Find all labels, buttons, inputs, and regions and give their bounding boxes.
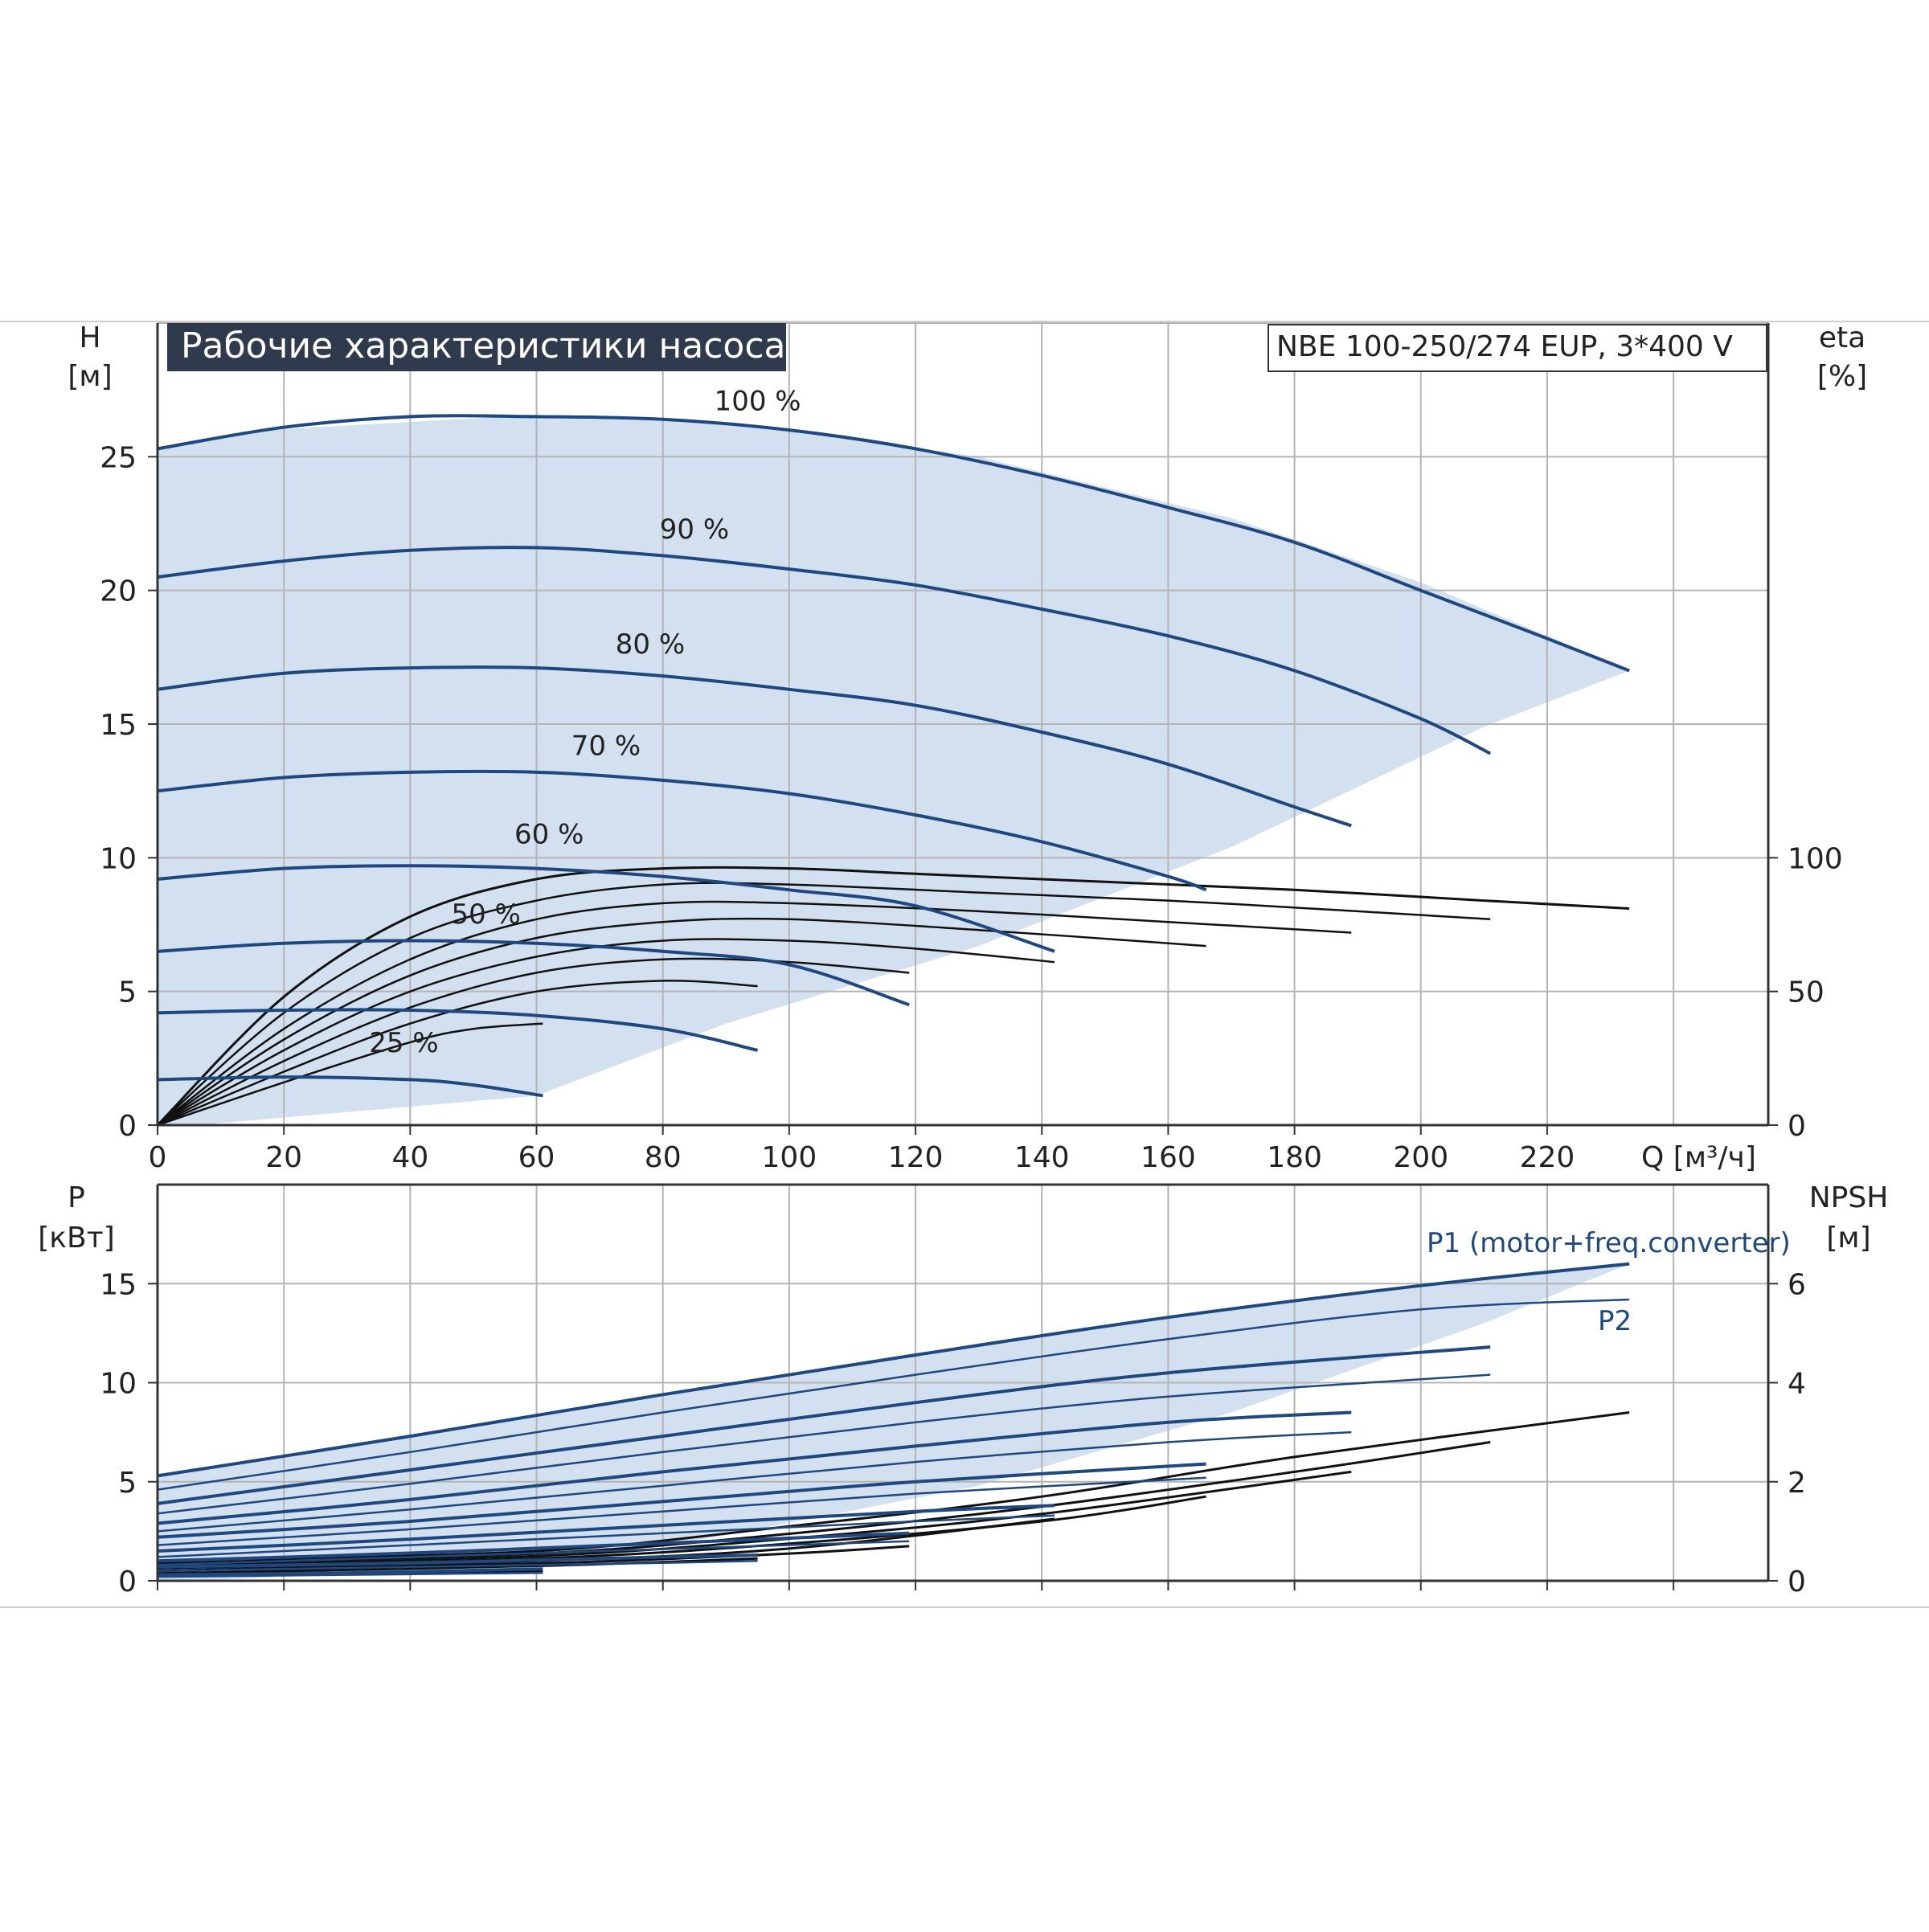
chart-title: Рабочие характеристики насоса bbox=[181, 325, 785, 366]
p-label: P bbox=[68, 1181, 85, 1214]
x-tick-label: 100 bbox=[762, 1141, 817, 1174]
y-right-tick-label: 50 bbox=[1788, 976, 1825, 1009]
y-right-tick-label: 0 bbox=[1788, 1110, 1806, 1143]
p1-curve bbox=[157, 1531, 910, 1563]
top-panel-axes: 0 20 40 60 80 100 120 140 160 180 200 220 0 5 10 15 20 25… bbox=[100, 323, 1843, 1174]
x-tick-label: 140 bbox=[1014, 1141, 1070, 1174]
x-tick-label: 40 bbox=[391, 1141, 428, 1174]
y-left-tick-label: 10 bbox=[100, 842, 137, 875]
p2-curve bbox=[157, 1431, 1352, 1533]
x-tick-label: 60 bbox=[518, 1141, 555, 1174]
top-operating-range-fill bbox=[158, 416, 1630, 1125]
chart-title-box bbox=[167, 323, 786, 371]
head-curve bbox=[157, 665, 1352, 828]
head-curve-label: 25 % bbox=[369, 1027, 438, 1059]
eta-curve bbox=[156, 866, 1630, 1127]
bottom-operating-range-fill bbox=[158, 1263, 1630, 1581]
y-left-tick-label: 15 bbox=[100, 709, 137, 742]
model-label: NBE 100-250/274 EUP, 3*400 V bbox=[1276, 330, 1733, 363]
y-right-tick-label: 100 bbox=[1788, 842, 1843, 875]
x-tick-label: 180 bbox=[1267, 1141, 1322, 1174]
eta-curve bbox=[157, 1022, 543, 1127]
x-tick-label: 0 bbox=[149, 1141, 167, 1174]
head-curve-label: 80 % bbox=[616, 628, 685, 661]
p1-curve bbox=[157, 1553, 758, 1569]
p1-curve bbox=[157, 1567, 543, 1577]
head-curve-label: 60 % bbox=[514, 818, 584, 850]
npsh-tick-label: 0 bbox=[1788, 1566, 1806, 1598]
eta-curve bbox=[157, 980, 758, 1127]
p-tick-label: 15 bbox=[100, 1268, 137, 1301]
y-right-unit: [%] bbox=[1817, 360, 1867, 393]
p1-curve bbox=[157, 1462, 1206, 1539]
p-tick-label: 5 bbox=[118, 1467, 137, 1500]
p1-curve bbox=[157, 1410, 1352, 1525]
head-curve bbox=[157, 1008, 759, 1052]
y-left-label: H bbox=[79, 321, 100, 354]
eta-curve bbox=[157, 957, 910, 1127]
y-left-tick-label: 5 bbox=[118, 976, 137, 1009]
y-left-tick-label: 0 bbox=[118, 1110, 137, 1143]
x-tick-label: 20 bbox=[265, 1141, 302, 1174]
p2-curve bbox=[157, 1540, 910, 1566]
p-tick-label: 0 bbox=[118, 1566, 137, 1598]
p2-curve bbox=[157, 1298, 1630, 1491]
npsh-tick-label: 2 bbox=[1788, 1467, 1806, 1500]
p2-curve bbox=[157, 1373, 1491, 1515]
head-curve bbox=[157, 1075, 543, 1098]
npsh-unit: [м] bbox=[1826, 1222, 1870, 1255]
x-tick-label: 220 bbox=[1520, 1141, 1575, 1174]
bottom-panel-axes: 0 5 10 15 0 2 4 6 bbox=[100, 1183, 1806, 1598]
p2-curve bbox=[157, 1560, 758, 1572]
head-curve-label: 100 % bbox=[715, 385, 801, 417]
head-curve-label: 90 % bbox=[660, 514, 729, 546]
p2-curve bbox=[157, 1571, 543, 1578]
npsh-label: NPSH bbox=[1809, 1181, 1889, 1214]
p2-label: P2 bbox=[1598, 1305, 1632, 1337]
y-left-tick-label: 20 bbox=[100, 575, 137, 608]
x-tick-label: 200 bbox=[1393, 1141, 1448, 1174]
x-axis-label: Q [м³/ч] bbox=[1641, 1141, 1756, 1174]
x-tick-label: 120 bbox=[888, 1141, 944, 1174]
p-tick-label: 10 bbox=[100, 1368, 137, 1401]
y-right-label: eta bbox=[1819, 321, 1866, 354]
head-curve-label: 70 % bbox=[571, 731, 641, 763]
p1-label: P1 (motor+freq.converter) bbox=[1427, 1227, 1791, 1259]
p2-curve bbox=[157, 1476, 1206, 1546]
head-curve bbox=[157, 546, 1492, 755]
eta-curve bbox=[157, 882, 1491, 1126]
model-box bbox=[1268, 324, 1767, 372]
eta-curve bbox=[157, 917, 1206, 1127]
p1-curve bbox=[157, 1262, 1630, 1478]
p1-curve bbox=[157, 1504, 1055, 1553]
bottom-panel-curves bbox=[157, 1262, 1630, 1578]
x-tick-label: 160 bbox=[1141, 1141, 1196, 1174]
y-left-tick-label: 25 bbox=[100, 441, 137, 474]
npsh-tick-label: 6 bbox=[1788, 1268, 1806, 1301]
eta-curve bbox=[157, 900, 1352, 1126]
head-curve bbox=[157, 939, 910, 1007]
p2-curve bbox=[157, 1514, 1055, 1558]
head-curve bbox=[157, 769, 1207, 892]
npsh-tick-label: 4 bbox=[1788, 1368, 1806, 1401]
y-left-unit: [м] bbox=[68, 360, 112, 393]
p1-curve bbox=[157, 1345, 1491, 1505]
top-panel-curves: 100 % 90 % 80 % 70 % 60 % 50 % 25 % bbox=[156, 385, 1630, 1127]
x-tick-label: 80 bbox=[645, 1141, 682, 1174]
npsh-curve bbox=[157, 1557, 758, 1575]
head-curve bbox=[157, 414, 1630, 673]
p-unit: [кВт] bbox=[38, 1222, 115, 1255]
head-curve bbox=[157, 864, 1055, 953]
head-curve-label: 50 % bbox=[451, 898, 520, 931]
